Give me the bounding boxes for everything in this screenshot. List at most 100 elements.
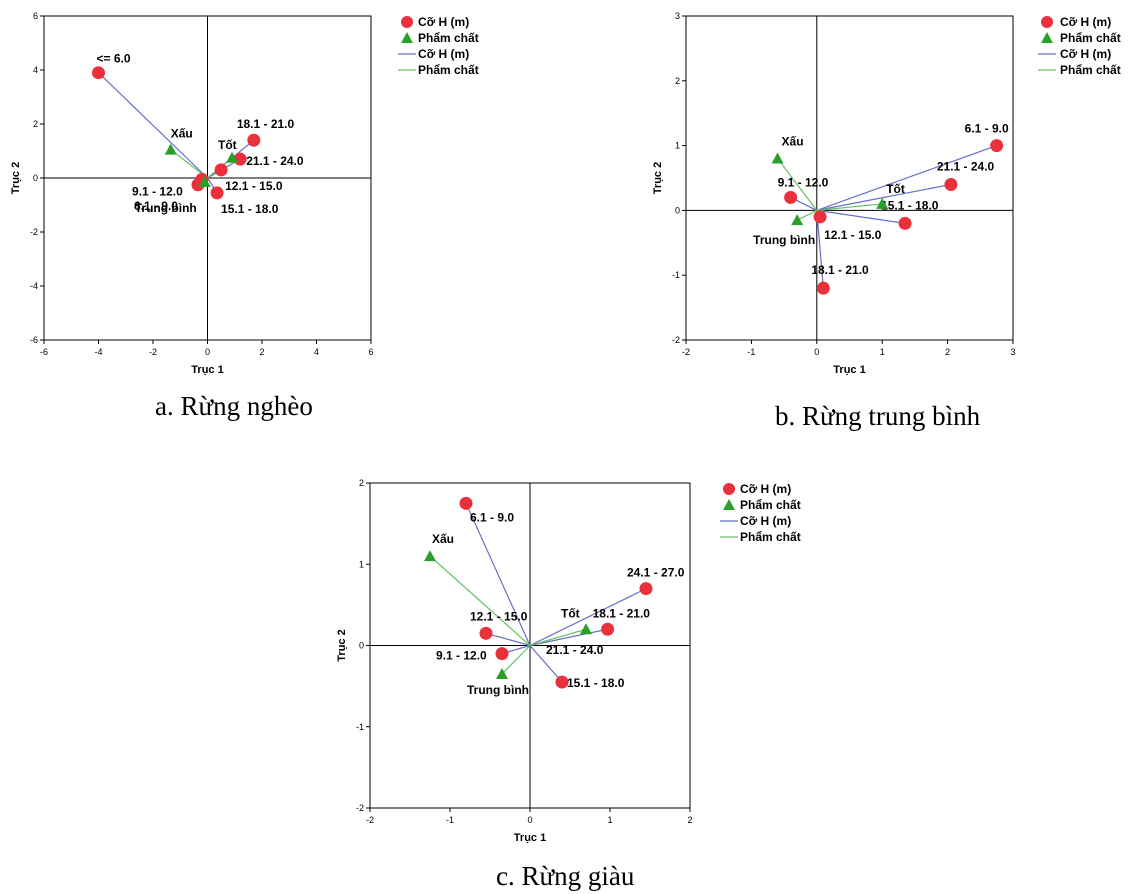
point-label: 9.1 - 12.0	[778, 175, 829, 189]
x-tick-label: -1	[747, 347, 755, 357]
x-tick-label: -2	[366, 815, 374, 825]
size-class-point	[990, 139, 1004, 153]
point-label: 21.1 - 24.0	[937, 159, 995, 173]
x-tick-label: 6	[368, 347, 373, 357]
y-axis-label: Trục 2	[336, 629, 348, 661]
point-label: Tốt	[218, 138, 237, 152]
size-class-point	[459, 496, 473, 510]
legend: Cỡ H (m) Phẩm chất Cỡ H (m) Phẩm chất	[720, 482, 801, 544]
size-class-point	[601, 622, 615, 636]
y-tick-label: 1	[359, 559, 364, 569]
vector-line	[816, 183, 951, 211]
legend-label: Phẩm chất	[1060, 63, 1121, 77]
legend-label: Phẩm chất	[740, 498, 801, 512]
chart-panel: -6 -4 -2 0 2 4 6 -6 -4 -2 0 2 4 6 Trục 1 Trục 2 <= 6.0 6.…	[10, 11, 479, 421]
size-class-point	[210, 186, 224, 200]
chart-panel: -2 -1 0 1 2 3 -2 -1 0 1 2 3 Trục 1 Trục 2 6.1 - 9.0 9.1…	[652, 11, 1121, 431]
vector-line	[777, 158, 818, 211]
x-tick-label: 1	[880, 347, 885, 357]
point-label: Xấu	[432, 532, 454, 546]
x-tick-label: 0	[205, 347, 210, 357]
point-label: 24.1 - 27.0	[627, 566, 685, 580]
vector-line	[465, 503, 531, 646]
legend-label: Cỡ H (m)	[1060, 15, 1111, 29]
legend-label: Cỡ H (m)	[418, 15, 469, 29]
y-tick-label: 0	[33, 173, 38, 183]
y-tick-label: -2	[672, 335, 680, 345]
x-tick-label: -6	[40, 347, 48, 357]
legend-label: Phẩm chất	[418, 31, 479, 45]
figure-caption: a. Rừng nghèo	[155, 391, 313, 421]
point-label: 9.1 - 12.0	[436, 649, 487, 663]
plot-frame	[685, 15, 1014, 341]
point-label: 6.1 - 9.0	[134, 199, 178, 213]
legend-label: Phẩm chất	[1060, 31, 1121, 45]
quality-point	[226, 151, 239, 163]
chart-panel: -2 -1 0 1 2 -2 -1 0 1 2 Trục 1 Trục 2 6.1 - 9.0 9.1 -…	[336, 478, 801, 891]
x-tick-label: -1	[446, 815, 454, 825]
y-tick-label: 2	[33, 119, 38, 129]
point-label: 18.1 - 21.0	[593, 606, 651, 620]
legend-circle-marker	[723, 483, 735, 495]
legend-label: Phẩm chất	[418, 63, 479, 77]
vector-line	[529, 628, 608, 647]
legend-triangle-marker	[401, 32, 413, 43]
vector-line	[816, 203, 883, 211]
figure-caption: b. Rừng trung bình	[775, 401, 981, 431]
point-label: 18.1 - 21.0	[237, 117, 295, 131]
legend: Cỡ H (m) Phẩm chất Cỡ H (m) Phẩm chất	[1038, 15, 1121, 77]
y-axis-label: Trục 2	[10, 162, 22, 194]
x-tick-label: 0	[527, 815, 532, 825]
vector-line	[816, 209, 906, 224]
size-class-point	[247, 133, 261, 147]
y-tick-label: -2	[30, 227, 38, 237]
size-class-point	[813, 210, 827, 224]
y-tick-label: 3	[675, 11, 680, 21]
y-axis-label: Trục 2	[652, 162, 664, 194]
x-axis-label: Trục 1	[191, 364, 223, 376]
legend: Cỡ H (m) Phẩm chất Cỡ H (m) Phẩm chất	[398, 15, 479, 77]
y-tick-label: 0	[359, 641, 364, 651]
point-label: Tốt	[561, 606, 580, 620]
point-label: 12.1 - 15.0	[470, 609, 528, 623]
y-tick-label: 2	[675, 76, 680, 86]
legend-circle-marker	[401, 16, 413, 28]
point-label: Trung bình	[135, 201, 197, 215]
vector-line	[816, 145, 997, 211]
point-label: Trung bình	[753, 233, 815, 247]
quality-point	[771, 152, 784, 164]
legend-triangle-marker	[1041, 32, 1053, 43]
size-class-point	[214, 163, 228, 177]
point-label: 18.1 - 21.0	[811, 263, 869, 277]
y-tick-label: 2	[359, 478, 364, 488]
point-label: Trung bình	[467, 683, 529, 697]
legend-triangle-marker	[723, 499, 735, 510]
y-tick-label: -1	[672, 270, 680, 280]
size-class-point	[495, 647, 509, 661]
size-class-point	[816, 281, 830, 295]
point-label: 6.1 - 9.0	[965, 122, 1009, 136]
point-label: Tốt	[886, 182, 905, 196]
x-tick-label: -2	[682, 347, 690, 357]
vector-line	[816, 210, 824, 289]
x-axis-label: Trục 1	[514, 832, 546, 844]
vector-line	[529, 645, 563, 683]
size-class-point	[639, 582, 653, 596]
x-tick-label: -4	[94, 347, 102, 357]
quality-point	[876, 197, 889, 209]
vector-line	[796, 209, 818, 221]
x-tick-label: 1	[607, 815, 612, 825]
legend-label: Cỡ H (m)	[1060, 47, 1111, 61]
x-axis-label: Trục 1	[833, 364, 865, 376]
x-tick-label: 0	[814, 347, 819, 357]
y-tick-label: -6	[30, 335, 38, 345]
x-tick-label: 2	[687, 815, 692, 825]
quality-point	[580, 623, 592, 635]
point-label: 15.1 - 18.0	[221, 202, 279, 216]
vector-line	[429, 555, 531, 646]
point-label-extra: 21.1 - 24.0	[546, 643, 604, 657]
point-label: <= 6.0	[97, 52, 131, 66]
quality-point	[496, 667, 508, 679]
point-label: 15.1 - 18.0	[567, 676, 625, 690]
y-tick-label: -1	[356, 722, 364, 732]
